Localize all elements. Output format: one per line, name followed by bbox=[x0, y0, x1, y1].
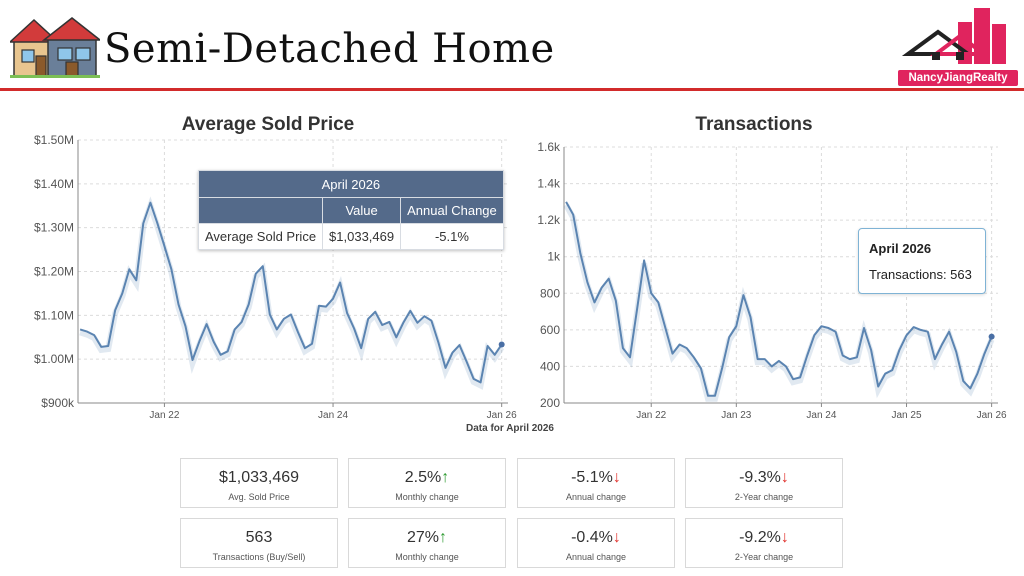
stat-label: Avg. Sold Price bbox=[228, 492, 290, 502]
x-tick-label: Jan 26 bbox=[487, 410, 517, 421]
stat-card: -9.3%↓ 2-Year change bbox=[685, 458, 843, 508]
y-tick-label: $900k bbox=[41, 396, 75, 410]
y-tick-label: 1.4k bbox=[537, 177, 561, 191]
price-tooltip: April 2026 Value Annual Change Average S… bbox=[197, 170, 504, 250]
y-tick-label: 800 bbox=[540, 286, 560, 300]
tooltip-header-change: Annual Change bbox=[400, 197, 504, 224]
stat-label: Annual change bbox=[565, 552, 627, 562]
arrow-down-icon: ↓ bbox=[612, 469, 621, 486]
stat-label: Monthly change bbox=[395, 552, 459, 562]
stat-value-text: -5.1% bbox=[571, 469, 613, 486]
header-divider bbox=[0, 88, 1024, 91]
tooltip-row-value: $1,033,469 bbox=[322, 223, 402, 250]
stat-card: -5.1%↓ Annual change bbox=[517, 458, 675, 508]
stat-value: -9.3%↓ bbox=[686, 469, 842, 487]
stat-label: 2-Year change bbox=[734, 492, 794, 502]
y-tick-label: 400 bbox=[540, 359, 560, 373]
x-tick-label: Jan 24 bbox=[806, 410, 836, 421]
x-tick-label: Jan 22 bbox=[149, 410, 179, 421]
stat-card: 27%↑ Monthly change bbox=[348, 518, 506, 568]
y-tick-label: $1.10M bbox=[34, 308, 74, 322]
tooltip-row-label: Average Sold Price bbox=[197, 223, 324, 250]
y-tick-label: 200 bbox=[540, 396, 560, 410]
transactions-tooltip: April 2026 Transactions: 563 bbox=[858, 228, 986, 294]
brand-logo: NancyJiangRealty bbox=[898, 6, 1018, 88]
logo-text: NancyJiangRealty bbox=[898, 70, 1018, 86]
y-tick-label: 1k bbox=[547, 250, 561, 264]
stat-value: 563 bbox=[181, 529, 337, 547]
arrow-down-icon: ↓ bbox=[612, 529, 621, 546]
chart-title-price: Average Sold Price bbox=[181, 114, 355, 135]
last-point[interactable] bbox=[498, 341, 505, 348]
stat-card: 2.5%↑ Monthly change bbox=[348, 458, 506, 508]
stat-label: Transactions (Buy/Sell) bbox=[212, 552, 306, 562]
tooltip-value: Transactions: 563 bbox=[869, 267, 972, 282]
x-tick-label: Jan 23 bbox=[721, 410, 751, 421]
stat-value-text: 2.5% bbox=[404, 469, 442, 486]
y-tick-label: $1.40M bbox=[34, 177, 74, 191]
x-tick-label: Jan 22 bbox=[636, 410, 666, 421]
y-tick-label: $1.30M bbox=[34, 221, 74, 235]
stat-card: -9.2%↓ 2-Year change bbox=[685, 518, 843, 568]
stat-label: Monthly change bbox=[395, 492, 459, 502]
stat-value: -0.4%↓ bbox=[518, 529, 674, 547]
stat-value-text: 27% bbox=[406, 529, 440, 546]
x-tick-label: Jan 25 bbox=[892, 410, 922, 421]
y-tick-label: $1.20M bbox=[34, 265, 74, 279]
stat-value: 27%↑ bbox=[349, 529, 505, 547]
chart-title-transactions: Transactions bbox=[695, 114, 813, 135]
page-title: Semi-Detached Home bbox=[104, 26, 555, 72]
stat-value-text: -9.2% bbox=[739, 529, 781, 546]
stat-value: 2.5%↑ bbox=[349, 469, 505, 487]
stat-label: 2-Year change bbox=[734, 552, 794, 562]
stat-label: Annual change bbox=[565, 492, 627, 502]
tooltip-header-value: Value bbox=[322, 197, 402, 224]
stat-value-text: -0.4% bbox=[571, 529, 613, 546]
arrow-down-icon: ↓ bbox=[780, 529, 789, 546]
stat-card: 563 Transactions (Buy/Sell) bbox=[180, 518, 338, 568]
buildings-logo-icon bbox=[901, 8, 1006, 64]
data-note: Data for April 2026 bbox=[466, 423, 554, 434]
stat-value-text: $1,033,469 bbox=[218, 469, 300, 486]
last-point[interactable] bbox=[988, 333, 995, 340]
y-tick-label: $1.50M bbox=[34, 133, 74, 147]
stat-value-text: 563 bbox=[245, 529, 273, 546]
tooltip-header-empty bbox=[197, 197, 324, 224]
arrow-up-icon: ↑ bbox=[439, 529, 448, 546]
stat-card: -0.4%↓ Annual change bbox=[517, 518, 675, 568]
y-tick-label: 1.6k bbox=[537, 140, 561, 154]
y-tick-label: 600 bbox=[540, 323, 560, 337]
y-tick-label: 1.2k bbox=[537, 213, 561, 227]
stat-value: -9.2%↓ bbox=[686, 529, 842, 547]
stat-value: -5.1%↓ bbox=[518, 469, 674, 487]
x-tick-label: Jan 24 bbox=[318, 410, 348, 421]
x-tick-label: Jan 26 bbox=[977, 410, 1007, 421]
stat-value-text: -9.3% bbox=[739, 469, 781, 486]
tooltip-date: April 2026 bbox=[869, 241, 932, 256]
price-chart: $900k $1.00M $1.10M $1.20M $1.30M $1.40M $1.50… bbox=[34, 133, 517, 421]
tooltip-date: April 2026 bbox=[198, 170, 504, 198]
y-tick-label: $1.00M bbox=[34, 352, 74, 366]
arrow-down-icon: ↓ bbox=[780, 469, 789, 486]
tooltip-row-change: -5.1% bbox=[400, 223, 504, 250]
stat-value: $1,033,469 bbox=[181, 469, 337, 487]
series-line bbox=[79, 201, 503, 384]
stat-card: $1,033,469 Avg. Sold Price bbox=[180, 458, 338, 508]
arrow-up-icon: ↑ bbox=[441, 469, 450, 486]
house-icon bbox=[10, 17, 100, 78]
series-line bbox=[565, 201, 993, 397]
